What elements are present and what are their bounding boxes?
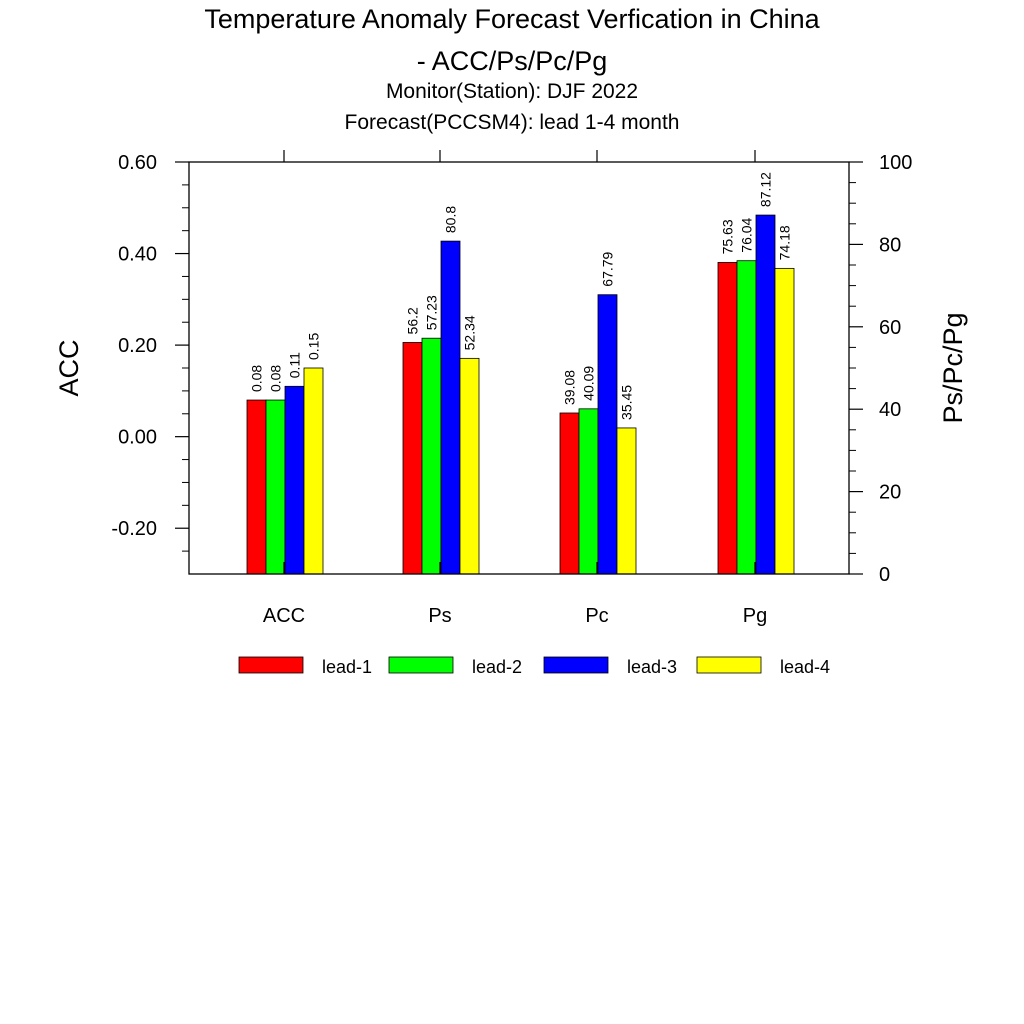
left-tick-label: 0.40: [118, 244, 157, 266]
bar-value-label: 67.79: [600, 251, 616, 286]
left-tick-label: 0.00: [118, 427, 157, 449]
category-label: Pc: [585, 605, 608, 627]
bar-value-label: 0.08: [268, 365, 284, 392]
bar-acc-lead-3: [284, 385, 305, 575]
left-tick-label: 0.60: [118, 152, 157, 174]
legend-swatch-lead-3: [543, 656, 609, 674]
bar-value-label: 56.2: [405, 307, 421, 334]
bar-pc-lead-2: [578, 408, 599, 575]
bar-value-label: 57.23: [424, 295, 440, 330]
bar-ps-lead-3: [440, 240, 461, 575]
right-axis: 0 20 40 60 80 100: [849, 152, 912, 586]
bar-pg-lead-4: [774, 267, 795, 575]
bar-acc-lead-4: [303, 367, 324, 575]
left-tick-label: 0.20: [118, 335, 157, 357]
bar-value-label: 76.04: [739, 217, 755, 252]
bar-value-label: 80.8: [443, 206, 459, 233]
right-axis-label: Ps/Pc/Pg: [938, 312, 968, 423]
left-axis-label: ACC: [54, 339, 84, 396]
left-tick-label: -0.20: [111, 518, 157, 540]
right-tick-label: 100: [879, 152, 912, 174]
right-tick-label: 0: [879, 564, 890, 586]
chart-titles: Temperature Anomaly Forecast Verfication…: [204, 4, 820, 134]
bar-pc-lead-4: [616, 427, 637, 575]
right-tick-label: 80: [879, 234, 901, 256]
legend: lead-1 lead-2 lead-3 lead-4: [238, 656, 830, 677]
right-tick-label: 60: [879, 317, 901, 339]
bar-pg-lead-1: [717, 262, 738, 575]
left-axis: -0.20 0.00 0.20 0.40 0.60: [111, 152, 189, 552]
legend-swatch-lead-2: [388, 656, 454, 674]
bar-group: [246, 214, 795, 575]
legend-label: lead-2: [472, 657, 522, 677]
bar-pg-lead-3: [755, 214, 776, 575]
category-label: Pg: [743, 605, 767, 627]
legend-label: lead-4: [780, 657, 830, 677]
legend-swatch-lead-4: [696, 656, 762, 674]
bar-value-label: 87.12: [758, 172, 774, 207]
legend-label: lead-3: [627, 657, 677, 677]
right-tick-label: 40: [879, 399, 901, 421]
bar-value-label: 0.11: [287, 352, 303, 378]
chart-title-line-2: - ACC/Ps/Pc/Pg: [417, 46, 608, 76]
bar-pc-lead-3: [597, 294, 618, 575]
chart-title-line-1: Temperature Anomaly Forecast Verfication…: [204, 4, 820, 34]
bar-value-label: 75.63: [720, 219, 736, 254]
legend-label: lead-1: [322, 657, 372, 677]
legend-swatch-lead-1: [238, 656, 304, 674]
bar-value-label: 35.45: [619, 385, 635, 420]
right-tick-label: 20: [879, 482, 901, 504]
bar-acc-lead-2: [265, 399, 286, 575]
bar-value-label: 39.08: [562, 370, 578, 405]
bar-value-label: 0.08: [249, 365, 265, 392]
x-axis: ACC Ps Pc Pg: [263, 150, 767, 627]
bar-ps-lead-4: [459, 357, 480, 575]
bar-value-label: 52.34: [462, 315, 478, 350]
chart-subtitle-line-2: Forecast(PCCSM4): lead 1-4 month: [345, 111, 680, 134]
chart-subtitle-line-1: Monitor(Station): DJF 2022: [386, 80, 638, 103]
bar-ps-lead-2: [421, 337, 442, 575]
bar-value-label: 0.15: [306, 333, 322, 360]
category-label: Ps: [428, 605, 451, 627]
bar-acc-lead-1: [246, 399, 267, 575]
category-label: ACC: [263, 605, 305, 627]
bar-pc-lead-1: [559, 412, 580, 575]
bar-value-label: 74.18: [777, 225, 793, 260]
bar-pg-lead-2: [736, 260, 757, 575]
bar-ps-lead-1: [402, 342, 423, 575]
bar-value-label: 40.09: [581, 366, 597, 401]
